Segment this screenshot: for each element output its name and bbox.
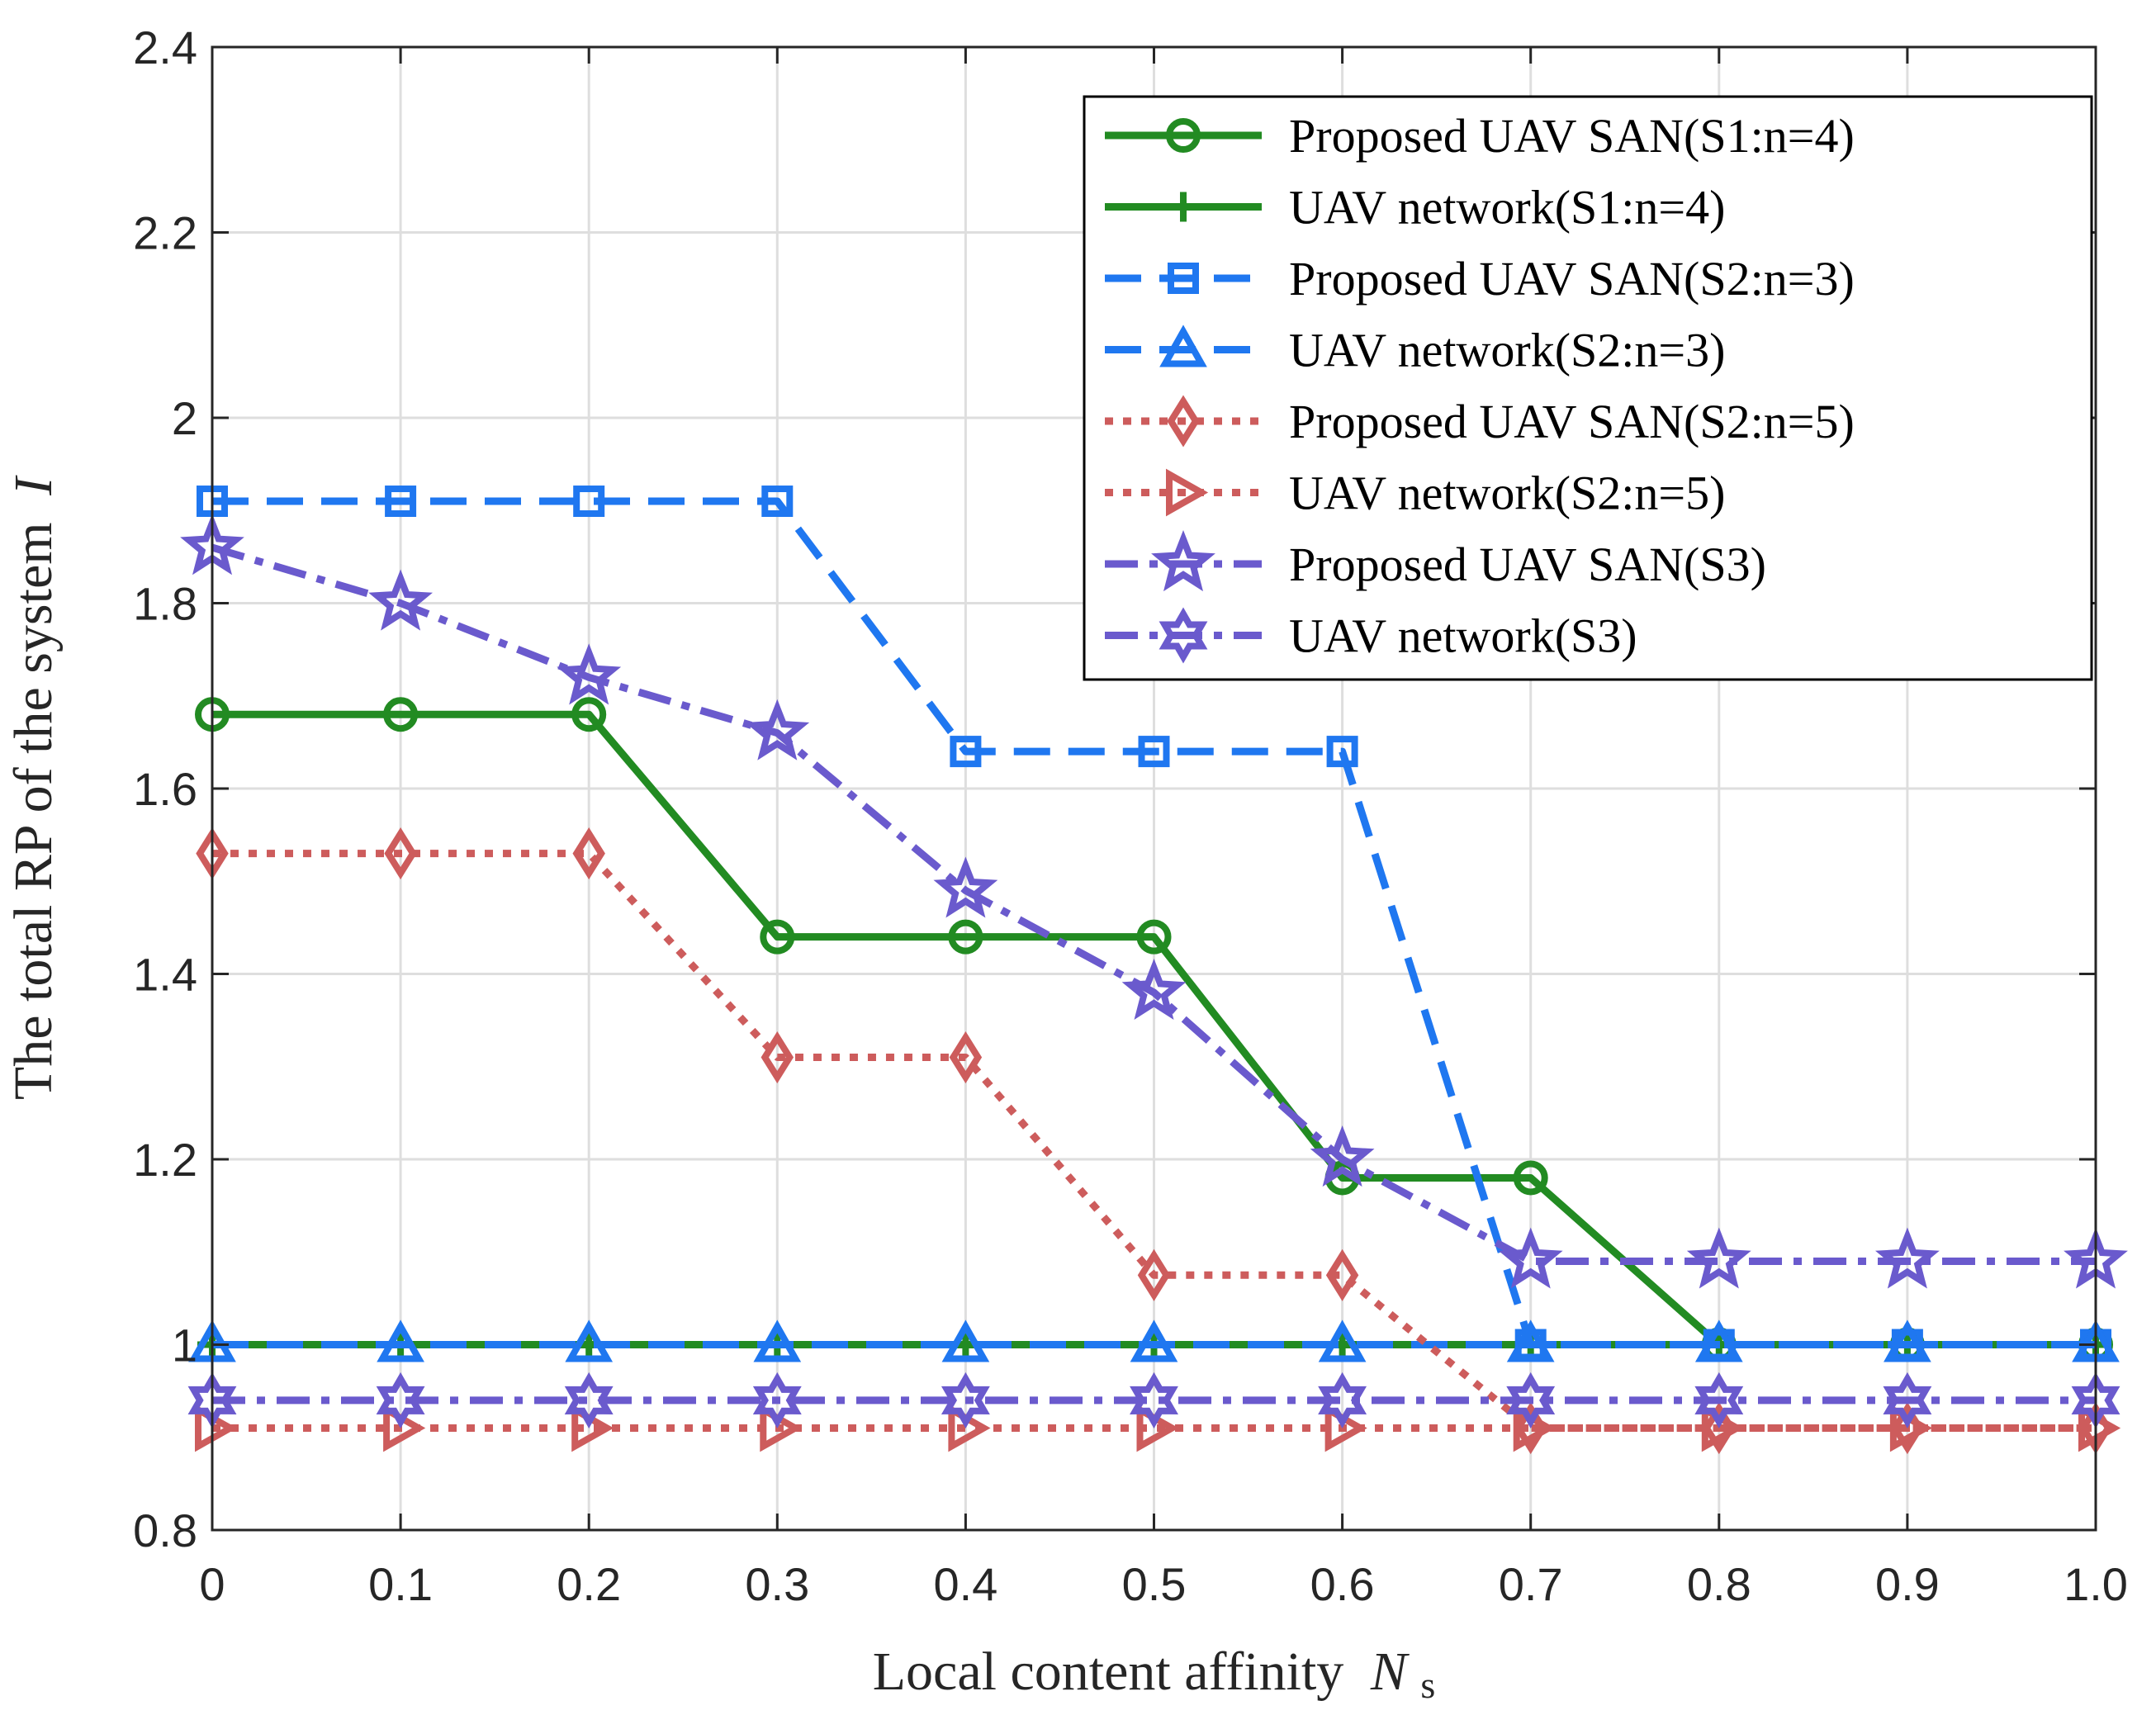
data-point xyxy=(753,1319,802,1362)
data-point xyxy=(571,697,607,732)
x-tick-label: 0.4 xyxy=(933,1558,997,1610)
legend-item: Proposed UAV SAN(S2:n=3) xyxy=(1105,252,1855,306)
data-point xyxy=(933,856,998,918)
data-point xyxy=(1138,736,1170,768)
data-point xyxy=(745,699,810,760)
y-tick-label: 1.8 xyxy=(133,578,197,630)
legend-box xyxy=(1083,95,2093,681)
data-point xyxy=(1136,919,1172,955)
data-point xyxy=(565,1319,614,1362)
data-point xyxy=(1121,959,1187,1021)
data-point xyxy=(1325,1248,1359,1301)
legend-label: Proposed UAV SAN(S2:n=5) xyxy=(1289,395,1855,448)
data-point xyxy=(1137,1248,1171,1301)
data-point xyxy=(941,1372,990,1428)
y-tick-label: 1.4 xyxy=(133,949,197,1001)
x-tick-label: 0.8 xyxy=(1687,1558,1751,1610)
x-tick-label: 0.3 xyxy=(745,1558,809,1610)
legend-marker xyxy=(1159,325,1207,367)
data-point xyxy=(384,827,417,880)
legend-item: Proposed UAV SAN(S1:n=4) xyxy=(1105,109,1855,163)
series-line xyxy=(212,497,2096,1348)
data-point xyxy=(1318,1372,1367,1428)
y-tick-label: 2 xyxy=(172,392,197,444)
data-point xyxy=(1318,1319,1367,1362)
legend-label: UAV network(S2:n=3) xyxy=(1289,324,1725,377)
data-point xyxy=(383,697,419,732)
data-point xyxy=(1326,736,1358,768)
data-point xyxy=(752,1372,802,1428)
legend: Proposed UAV SAN(S1:n=4) UAV network(S1:n… xyxy=(1083,95,2093,681)
legend-marker xyxy=(1166,118,1201,153)
data-point xyxy=(949,1030,983,1084)
axis-ticks: 0 0.1 0.2 0.3 0.4 0.5 0.6 0.7 0.8 0.9 1.0 0.8 1 1.2 1.… xyxy=(133,21,2128,1610)
y-tick-label: 1 xyxy=(172,1319,197,1372)
legend-item: UAV network(S3) xyxy=(1105,607,1637,664)
data-point xyxy=(1694,1372,1744,1428)
legend-marker xyxy=(1168,263,1199,294)
data-point xyxy=(1513,1160,1548,1196)
legend-item: UAV network(S2:n=5) xyxy=(1105,467,1725,520)
y-tick-label: 1.2 xyxy=(133,1134,197,1186)
data-point xyxy=(368,569,434,631)
data-point xyxy=(761,1030,794,1084)
data-point xyxy=(760,919,795,955)
legend-label: UAV network(S1:n=4) xyxy=(1289,181,1725,235)
data-point xyxy=(1883,1372,1932,1428)
series-line xyxy=(212,850,2096,1432)
x-tick-label: 0.1 xyxy=(368,1558,433,1610)
data-point xyxy=(1130,1372,1178,1428)
y-tick-label: 1.6 xyxy=(133,763,197,815)
data-point xyxy=(1506,1319,1555,1362)
series-4 xyxy=(188,1319,2120,1362)
data-point xyxy=(1498,1227,1563,1289)
x-tick-label: 0.2 xyxy=(557,1558,621,1610)
data-point xyxy=(1506,1372,1556,1428)
series-line xyxy=(211,543,2096,1265)
x-tick-label: 1.0 xyxy=(2064,1558,2128,1610)
data-point xyxy=(1874,1227,1940,1289)
legend-label: Proposed UAV SAN(S1:n=4) xyxy=(1289,109,1855,163)
data-point xyxy=(573,486,605,518)
y-tick-label: 0.8 xyxy=(133,1504,197,1556)
data-point xyxy=(377,1319,424,1362)
legend-item: UAV network(S2:n=3) xyxy=(1105,324,1725,377)
data-point xyxy=(1694,1319,1743,1362)
data-point xyxy=(948,919,983,955)
x-tick-label: 0 xyxy=(199,1558,225,1610)
data-point xyxy=(1884,1319,1931,1362)
legend-marker xyxy=(1167,395,1200,448)
data-point xyxy=(557,643,622,705)
data-point xyxy=(941,1319,990,1362)
x-tick-label: 0.9 xyxy=(1875,1558,1940,1610)
y-tick-label: 2.2 xyxy=(133,207,197,259)
y-axis-label: The total RP of the system I xyxy=(3,475,64,1100)
data-point xyxy=(572,827,605,880)
legend-marker xyxy=(1168,192,1198,222)
legend-item: UAV network(S1:n=4) xyxy=(1105,181,1725,235)
data-point xyxy=(564,1372,614,1428)
legend-marker xyxy=(1151,529,1215,592)
data-point xyxy=(1310,1125,1375,1187)
legend-item: Proposed UAV SAN(S2:n=5) xyxy=(1105,395,1855,448)
data-point xyxy=(385,486,417,518)
legend-label: Proposed UAV SAN(S3) xyxy=(1289,538,1766,591)
legend-marker xyxy=(1159,607,1208,664)
legend-item: Proposed UAV SAN(S3) xyxy=(1105,529,1766,592)
legend-marker xyxy=(1166,468,1209,517)
data-point xyxy=(376,1372,425,1428)
legend-label: UAV network(S3) xyxy=(1289,609,1637,663)
x-tick-label: 0.7 xyxy=(1499,1558,1563,1610)
x-axis-label: Local content affinity N s xyxy=(873,1642,1436,1706)
data-point xyxy=(950,736,982,768)
x-tick-label: 0.6 xyxy=(1310,1558,1375,1610)
data-point xyxy=(1130,1319,1178,1362)
legend-label: UAV network(S2:n=5) xyxy=(1289,467,1725,520)
data-point xyxy=(1686,1227,1751,1289)
x-tick-label: 0.5 xyxy=(1122,1558,1187,1610)
y-tick-label: 2.4 xyxy=(133,21,197,73)
data-point xyxy=(761,486,794,518)
legend-label: Proposed UAV SAN(S2:n=3) xyxy=(1289,252,1855,306)
